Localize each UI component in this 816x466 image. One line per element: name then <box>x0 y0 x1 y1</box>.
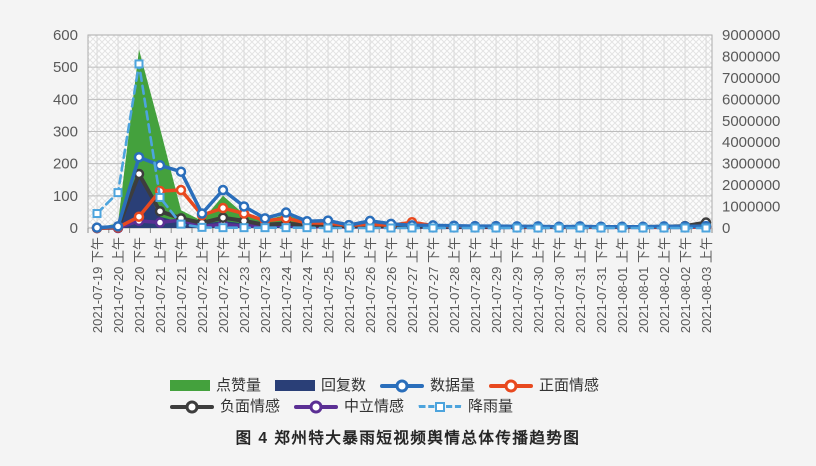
legend-label: 回复数 <box>321 377 367 394</box>
legend-swatch-dashed-line <box>418 399 463 414</box>
right-axis-tick-label: 3000000 <box>722 156 780 173</box>
right-axis-tick-label: 9000000 <box>722 27 780 44</box>
left-axis-tick-label: 100 <box>53 188 78 205</box>
x-axis-label: 2021-07-29 下午 <box>510 237 525 333</box>
legend-item-replies: 回复数 <box>275 378 366 393</box>
right-axis-tick-label: 0 <box>722 220 730 237</box>
figure-container: 0 100 200 300 400 500 600 0 1000000 2000000 300000… <box>0 27 816 447</box>
legend-label: 降雨量 <box>468 398 514 415</box>
legend-label: 正面情感 <box>539 377 600 394</box>
legend-swatch-line <box>489 378 534 393</box>
x-axis-label: 2021-07-21 上午 <box>153 237 168 333</box>
legend-swatch-area <box>170 380 210 391</box>
legend-item-negative-sentiment: 负面情感 <box>170 399 280 414</box>
x-axis-label: 2021-07-25 下午 <box>342 237 357 333</box>
x-axis-label: 2021-07-24 下午 <box>300 237 315 333</box>
legend-label: 点赞量 <box>216 377 262 394</box>
right-axis-tick-label: 5000000 <box>722 113 780 130</box>
circle-marker-icon <box>185 400 199 413</box>
chart-legend: 点赞量 回复数 数据量 正面情感负面情感 中立情感 降雨量 <box>0 375 816 417</box>
x-axis-label: 2021-07-31 下午 <box>594 237 609 333</box>
left-axis-tick-label: 0 <box>70 220 78 237</box>
right-axis-tick-label: 4000000 <box>722 134 780 151</box>
x-axis-label: 2021-07-21 下午 <box>174 237 189 333</box>
right-axis-tick-label: 1000000 <box>722 199 780 216</box>
right-axis-tick-label: 7000000 <box>722 70 780 87</box>
x-axis-labels: 2021-07-19 下午 2021-07-20 上午 2021-07-20 下午 2… <box>90 237 714 333</box>
left-axis-tick-label: 400 <box>53 91 78 108</box>
x-axis-label: 2021-08-02 下午 <box>678 237 693 333</box>
x-axis-label: 2021-08-03 上午 <box>699 237 714 333</box>
legend-label: 中立情感 <box>344 398 405 415</box>
x-axis-label: 2021-07-31 上午 <box>573 237 588 333</box>
x-axis-label: 2021-07-20 上午 <box>111 237 126 333</box>
x-axis-label: 2021-07-20 下午 <box>132 237 147 333</box>
legend-row-1: 点赞量 回复数 数据量 正面情感 <box>170 375 816 396</box>
legend-swatch-line <box>170 399 214 414</box>
circle-marker-icon <box>395 379 409 392</box>
x-axis-label: 2021-07-25 上午 <box>321 237 336 333</box>
x-axis-label: 2021-07-24 上午 <box>279 237 294 333</box>
x-axis-label: 2021-07-27 下午 <box>426 237 441 333</box>
legend-label: 负面情感 <box>220 398 281 415</box>
legend-item-rainfall: 降雨量 <box>418 399 513 414</box>
right-axis-tick-label: 8000000 <box>722 48 780 65</box>
legend-item-positive-sentiment: 正面情感 <box>489 378 599 393</box>
series-rainfall <box>92 59 711 233</box>
legend-label: 数据量 <box>430 377 476 394</box>
right-axis-tick-label: 6000000 <box>722 91 780 108</box>
x-axis-label: 2021-07-27 上午 <box>405 237 420 333</box>
x-axis-label: 2021-07-30 下午 <box>552 237 567 333</box>
left-axis-tick-label: 200 <box>53 156 78 173</box>
left-axis-tick-label: 300 <box>53 124 78 141</box>
circle-marker-icon <box>504 379 518 392</box>
x-axis-label: 2021-07-29 上午 <box>489 237 504 333</box>
x-axis-label: 2021-07-26 下午 <box>384 237 399 333</box>
legend-item-likes: 点赞量 <box>170 378 261 393</box>
x-axis-label: 2021-07-23 下午 <box>258 237 273 333</box>
right-axis: 0 1000000 2000000 3000000 4000000 5000000 6000… <box>722 27 780 237</box>
left-axis-tick-label: 500 <box>53 59 78 76</box>
legend-item-data-volume: 数据量 <box>380 378 475 393</box>
square-marker-icon <box>435 401 446 412</box>
x-axis-label: 2021-07-28 下午 <box>468 237 483 333</box>
x-axis-label: 2021-08-01 下午 <box>636 237 651 333</box>
legend-swatch-area <box>275 380 316 391</box>
x-axis-label: 2021-07-30 上午 <box>531 237 546 333</box>
legend-row-2: 负面情感 中立情感 降雨量 <box>170 396 816 417</box>
figure-caption: 图 4 郑州特大暴雨短视频舆情总体传播趋势图 <box>235 430 581 447</box>
x-axis-label: 2021-07-23 上午 <box>237 237 252 333</box>
x-axis-label: 2021-07-22 上午 <box>195 237 210 333</box>
x-axis-label: 2021-08-01 上午 <box>615 237 630 333</box>
circle-marker-icon <box>309 400 323 413</box>
right-axis-tick-label: 2000000 <box>722 177 780 194</box>
trend-chart-svg: 0 100 200 300 400 500 600 0 1000000 2000000 300000… <box>53 27 780 333</box>
left-axis-tick-label: 600 <box>53 27 78 44</box>
x-axis-label: 2021-07-28 上午 <box>447 237 462 333</box>
x-axis-label: 2021-08-02 上午 <box>657 237 672 333</box>
x-axis-label: 2021-07-22 下午 <box>216 237 231 333</box>
legend-swatch-line <box>294 399 339 414</box>
x-axis-label: 2021-07-19 下午 <box>90 237 105 333</box>
legend-item-neutral-sentiment: 中立情感 <box>294 399 404 414</box>
left-axis: 0 100 200 300 400 500 600 <box>53 27 78 237</box>
x-axis-label: 2021-07-26 上午 <box>363 237 378 333</box>
legend-swatch-line <box>380 378 425 393</box>
